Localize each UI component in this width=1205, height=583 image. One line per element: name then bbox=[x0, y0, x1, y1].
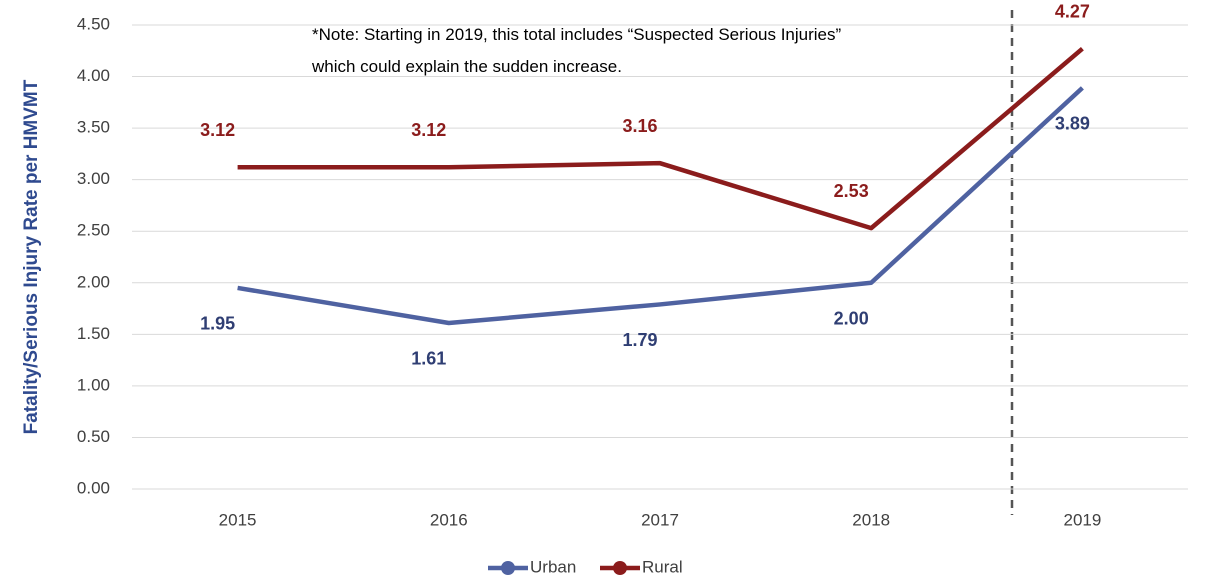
grid bbox=[132, 24, 1188, 490]
data-label: 3.12 bbox=[411, 120, 446, 140]
y-tick-label: 0.00 bbox=[77, 478, 110, 497]
y-axis-title: Fatality/Serious Injury Rate per HMVMT bbox=[21, 79, 42, 434]
legend-label: Urban bbox=[530, 557, 576, 576]
data-label: 3.89 bbox=[1055, 114, 1090, 134]
data-label: 3.12 bbox=[200, 120, 235, 140]
legend-marker bbox=[501, 561, 515, 575]
series-line bbox=[237, 86, 1084, 326]
data-label: 2.00 bbox=[834, 309, 869, 329]
legend-marker bbox=[613, 561, 627, 575]
y-tick-label: 1.50 bbox=[77, 324, 110, 343]
x-tick-label: 2016 bbox=[430, 510, 468, 529]
x-tick-label: 2018 bbox=[852, 510, 890, 529]
data-label: 1.61 bbox=[411, 349, 446, 369]
y-tick-label: 0.50 bbox=[77, 427, 110, 446]
x-tick-label: 2019 bbox=[1063, 510, 1101, 529]
annotation: *Note: Starting in 2019, this total incl… bbox=[311, 25, 842, 76]
y-tick-label: 3.50 bbox=[77, 118, 110, 137]
y-tick-label: 2.50 bbox=[77, 221, 110, 240]
data-label: 1.95 bbox=[200, 314, 235, 334]
data-label: 1.79 bbox=[622, 330, 657, 350]
data-label: 4.27 bbox=[1055, 1, 1090, 21]
x-tick-label: 2017 bbox=[641, 510, 679, 529]
y-tick-label: 4.00 bbox=[77, 66, 110, 85]
legend-label: Rural bbox=[642, 557, 683, 576]
data-label: 3.16 bbox=[622, 116, 657, 136]
y-tick-label: 2.00 bbox=[77, 272, 110, 291]
y-tick-label: 4.50 bbox=[77, 14, 110, 33]
y-tick-label: 3.00 bbox=[77, 169, 110, 188]
y-tick-label: 1.00 bbox=[77, 375, 110, 394]
data-label: 2.53 bbox=[834, 181, 869, 201]
series-line bbox=[237, 47, 1084, 231]
x-tick-label: 2015 bbox=[219, 510, 257, 529]
